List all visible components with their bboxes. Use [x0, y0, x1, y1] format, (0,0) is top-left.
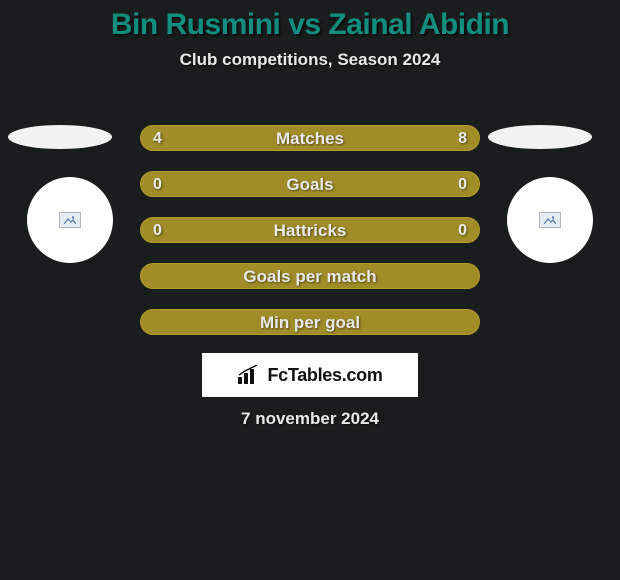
- date-label: 7 november 2024: [0, 409, 620, 429]
- player-avatar-left-placeholder: [59, 212, 81, 228]
- brand-chart-icon: [237, 365, 263, 385]
- player-avatar-right-placeholder: [539, 212, 561, 228]
- stat-label: Matches: [141, 126, 479, 150]
- stat-row: Min per goal: [140, 309, 480, 335]
- brand-box: FcTables.com: [202, 353, 418, 397]
- image-icon: [64, 215, 76, 225]
- stat-label: Goals per match: [141, 264, 479, 288]
- subtitle: Club competitions, Season 2024: [0, 50, 620, 70]
- stat-label: Hattricks: [141, 218, 479, 242]
- stat-row: 48Matches: [140, 125, 480, 151]
- image-icon: [544, 215, 556, 225]
- stat-row: 00Hattricks: [140, 217, 480, 243]
- stat-label: Min per goal: [141, 310, 479, 334]
- player-avatar-right: [507, 177, 593, 263]
- stat-row: 00Goals: [140, 171, 480, 197]
- page-title: Bin Rusmini vs Zainal Abidin: [0, 0, 620, 42]
- team-marker-right: [488, 125, 592, 149]
- brand-text: FcTables.com: [267, 365, 382, 386]
- team-marker-left: [8, 125, 112, 149]
- player-avatar-left: [27, 177, 113, 263]
- stat-label: Goals: [141, 172, 479, 196]
- brand-label: FcTables.com: [237, 365, 382, 386]
- stats-container: 48Matches 00Goals 00Hattricks Goals per mat…: [140, 125, 480, 355]
- stat-row: Goals per match: [140, 263, 480, 289]
